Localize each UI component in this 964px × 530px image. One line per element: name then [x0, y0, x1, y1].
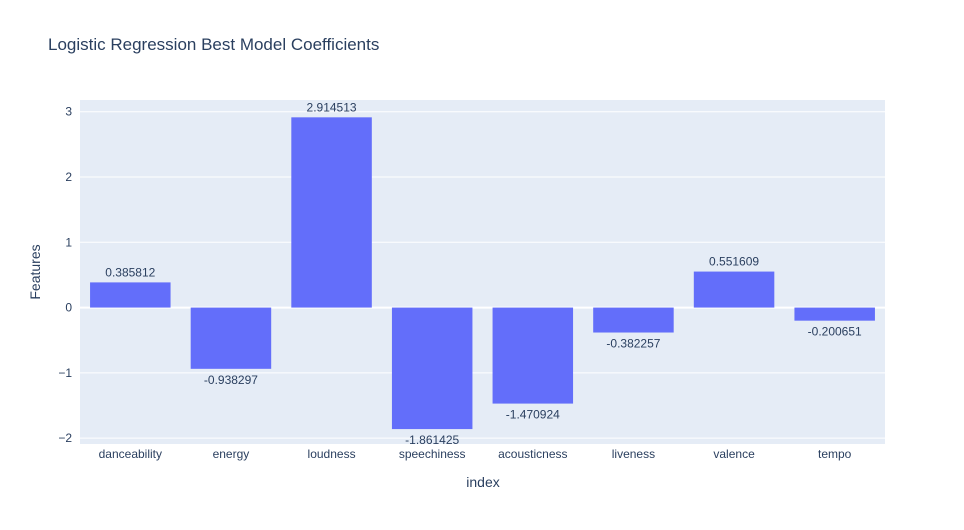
- data-label-energy: -0.938297: [204, 373, 258, 387]
- bar-layer: [90, 117, 875, 430]
- x-tick-label-danceability: danceability: [99, 447, 162, 461]
- y-tick-label: 2: [65, 170, 72, 184]
- y-tick-label: 3: [65, 105, 72, 119]
- bar-energy: [190, 307, 272, 369]
- y-tick-label: 1: [65, 235, 72, 249]
- axis-layer: 3 2 1 0 −1 −2 danceability energy loudness speech…: [58, 105, 851, 461]
- chart-title: Logistic Regression Best Model Coefficie…: [48, 35, 379, 54]
- bar-danceability: [90, 282, 171, 308]
- x-tick-label-energy: energy: [213, 447, 250, 461]
- bar-tempo: [794, 307, 875, 321]
- label-layer: 0.385812 -0.938297 2.914513 -1.861425 -1.470…: [105, 100, 862, 447]
- bar-liveness: [593, 307, 674, 333]
- data-label-danceability: 0.385812: [105, 265, 155, 279]
- y-tick-label: −2: [58, 431, 72, 445]
- y-axis-title: Features: [27, 244, 43, 299]
- x-tick-label-speechiness: speechiness: [399, 447, 466, 461]
- data-label-tempo: -0.200651: [808, 325, 862, 339]
- data-label-liveness: -0.382257: [606, 337, 660, 351]
- x-tick-label-loudness: loudness: [308, 447, 356, 461]
- bar-loudness: [291, 117, 372, 308]
- x-tick-label-valence: valence: [713, 447, 755, 461]
- y-tick-label: 0: [65, 301, 72, 315]
- data-label-speechiness: -1.861425: [405, 433, 459, 447]
- data-label-loudness: 2.914513: [307, 100, 357, 114]
- data-label-acousticness: -1.470924: [506, 408, 560, 422]
- x-axis-title: index: [466, 474, 499, 490]
- bar-acousticness: [492, 307, 574, 404]
- x-tick-label-tempo: tempo: [818, 447, 852, 461]
- x-tick-label-acousticness: acousticness: [498, 447, 567, 461]
- bar-speechiness: [391, 307, 473, 430]
- x-tick-label-liveness: liveness: [612, 447, 655, 461]
- y-tick-label: −1: [58, 366, 72, 380]
- data-label-valence: 0.551609: [709, 255, 759, 269]
- bar-valence: [693, 271, 775, 308]
